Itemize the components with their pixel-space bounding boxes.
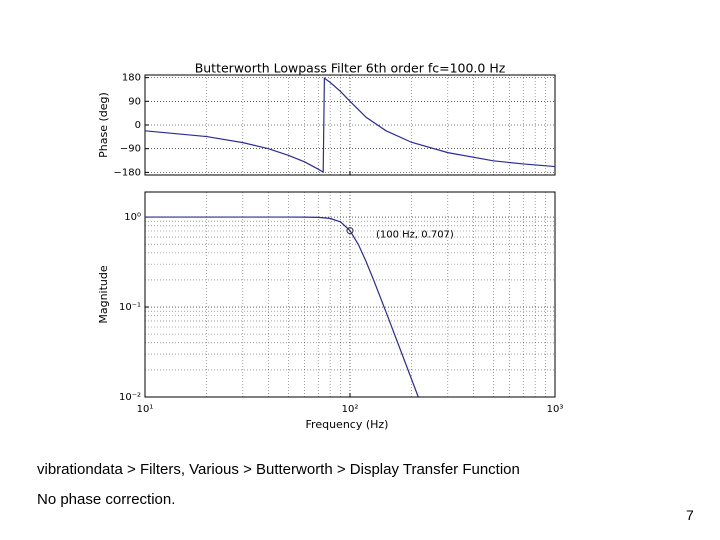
chart: 180 90 0 −90 −180 Butterworth Lowpass Filter … — [97, 61, 564, 432]
y-tick-label: 10⁻² — [119, 392, 141, 403]
y-axis-label: Phase (deg) — [97, 92, 110, 158]
x-tick-label: 10¹ — [137, 404, 154, 415]
note: No phase correction. — [37, 491, 176, 508]
line-series — [145, 216, 419, 397]
y-tick-label: −180 — [114, 167, 141, 178]
page-number: 7 — [686, 507, 694, 523]
chart-title: Butterworth Lowpass Filter 6th order fc=… — [195, 61, 506, 76]
y-tick-label: 90 — [128, 96, 141, 107]
plot-frame — [144, 74, 556, 176]
x-axis-label: Frequency (Hz) — [306, 418, 389, 431]
annotation-label: (100 Hz, 0.707) — [376, 230, 454, 241]
annotation-marker — [346, 227, 354, 235]
y-tick-label: 0 — [135, 120, 141, 131]
x-tick-label: 10³ — [547, 404, 564, 415]
y-axis-label: Magnitude — [97, 265, 110, 324]
x-tick-label: 10² — [342, 404, 359, 415]
plot-frame — [144, 191, 556, 398]
y-tick-label: −90 — [120, 144, 141, 155]
y-tick-label: 10⁰ — [124, 212, 141, 223]
line-series — [145, 76, 555, 174]
caption: vibrationdata > Filters, Various > Butte… — [37, 461, 520, 478]
y-tick-label: 10⁻¹ — [119, 302, 141, 313]
y-tick-label: 180 — [122, 73, 141, 84]
